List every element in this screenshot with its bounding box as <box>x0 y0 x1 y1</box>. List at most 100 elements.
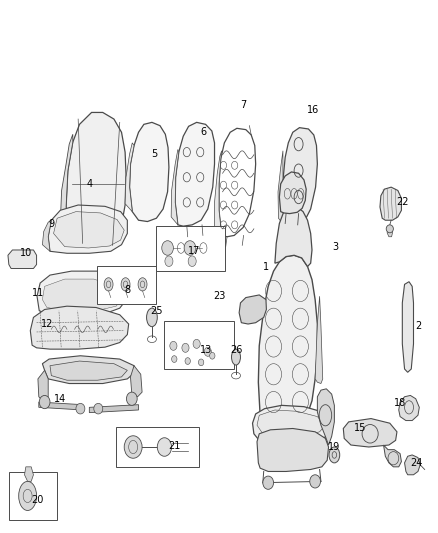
Polygon shape <box>405 455 420 475</box>
Polygon shape <box>69 230 120 248</box>
Polygon shape <box>278 151 285 227</box>
Polygon shape <box>257 410 325 438</box>
Bar <box>155 226 225 271</box>
Ellipse shape <box>193 340 200 349</box>
Text: 4: 4 <box>86 179 92 189</box>
Polygon shape <box>50 361 127 380</box>
Bar <box>9 472 57 520</box>
Polygon shape <box>283 127 318 229</box>
Polygon shape <box>42 220 51 251</box>
Polygon shape <box>48 205 127 253</box>
Polygon shape <box>219 128 256 237</box>
Ellipse shape <box>185 358 191 365</box>
Ellipse shape <box>19 481 37 511</box>
Polygon shape <box>25 467 33 481</box>
Ellipse shape <box>329 447 340 463</box>
Polygon shape <box>89 405 138 413</box>
Polygon shape <box>318 389 334 445</box>
Polygon shape <box>279 172 306 214</box>
Text: 9: 9 <box>48 219 54 229</box>
Polygon shape <box>403 282 413 372</box>
Text: 3: 3 <box>332 241 338 252</box>
Polygon shape <box>275 207 312 266</box>
Ellipse shape <box>182 343 189 352</box>
Text: 25: 25 <box>150 306 162 316</box>
Ellipse shape <box>157 438 172 456</box>
Ellipse shape <box>76 403 85 414</box>
Polygon shape <box>125 143 134 212</box>
Polygon shape <box>131 366 142 397</box>
Text: 20: 20 <box>32 495 44 505</box>
Ellipse shape <box>138 278 147 291</box>
Text: 18: 18 <box>394 398 406 408</box>
Text: 1: 1 <box>263 262 269 271</box>
Polygon shape <box>257 429 328 472</box>
Polygon shape <box>60 134 73 237</box>
Ellipse shape <box>204 348 212 356</box>
Ellipse shape <box>124 436 142 458</box>
Text: 13: 13 <box>199 345 212 356</box>
Ellipse shape <box>127 392 137 406</box>
Polygon shape <box>380 187 402 220</box>
Text: 14: 14 <box>54 394 67 403</box>
Polygon shape <box>215 151 222 236</box>
Ellipse shape <box>386 225 393 233</box>
Polygon shape <box>8 250 36 269</box>
Polygon shape <box>384 445 402 467</box>
Polygon shape <box>175 123 215 226</box>
Text: 15: 15 <box>353 424 366 433</box>
Ellipse shape <box>170 341 177 350</box>
Ellipse shape <box>94 403 103 414</box>
Ellipse shape <box>165 256 173 266</box>
Polygon shape <box>258 255 318 425</box>
Text: 10: 10 <box>20 248 32 259</box>
Text: 12: 12 <box>41 319 53 329</box>
Polygon shape <box>37 271 127 315</box>
Ellipse shape <box>188 256 196 266</box>
Bar <box>116 427 199 467</box>
Text: 22: 22 <box>396 197 409 207</box>
Ellipse shape <box>210 352 215 359</box>
Text: 8: 8 <box>124 285 131 295</box>
Text: 2: 2 <box>415 321 421 331</box>
Text: 5: 5 <box>151 149 157 159</box>
Ellipse shape <box>104 278 113 291</box>
Polygon shape <box>66 112 126 248</box>
Text: 21: 21 <box>168 441 180 451</box>
Ellipse shape <box>310 475 321 488</box>
Ellipse shape <box>172 356 177 362</box>
Polygon shape <box>239 295 266 324</box>
Polygon shape <box>343 418 397 447</box>
Ellipse shape <box>162 241 173 255</box>
Polygon shape <box>399 395 419 421</box>
Ellipse shape <box>121 278 130 291</box>
Bar <box>164 321 234 369</box>
Bar <box>97 266 155 304</box>
Text: 19: 19 <box>328 442 340 452</box>
Polygon shape <box>39 402 83 410</box>
Text: 7: 7 <box>240 100 247 109</box>
Polygon shape <box>315 296 323 384</box>
Text: 26: 26 <box>231 345 243 356</box>
Text: 24: 24 <box>410 458 423 468</box>
Polygon shape <box>253 406 332 443</box>
Ellipse shape <box>184 241 196 255</box>
Ellipse shape <box>263 476 274 489</box>
Polygon shape <box>387 229 392 237</box>
Text: 23: 23 <box>213 291 225 301</box>
Ellipse shape <box>147 308 157 327</box>
Polygon shape <box>30 306 129 349</box>
Polygon shape <box>42 279 123 311</box>
Polygon shape <box>38 370 48 401</box>
Polygon shape <box>42 356 135 384</box>
Text: 11: 11 <box>32 288 44 298</box>
Text: 6: 6 <box>200 127 206 138</box>
Ellipse shape <box>39 395 50 409</box>
Ellipse shape <box>198 359 204 366</box>
Text: 16: 16 <box>307 105 319 115</box>
Polygon shape <box>130 123 169 222</box>
Polygon shape <box>53 212 124 248</box>
Ellipse shape <box>232 349 240 365</box>
Text: 17: 17 <box>188 246 201 256</box>
Polygon shape <box>171 149 179 225</box>
